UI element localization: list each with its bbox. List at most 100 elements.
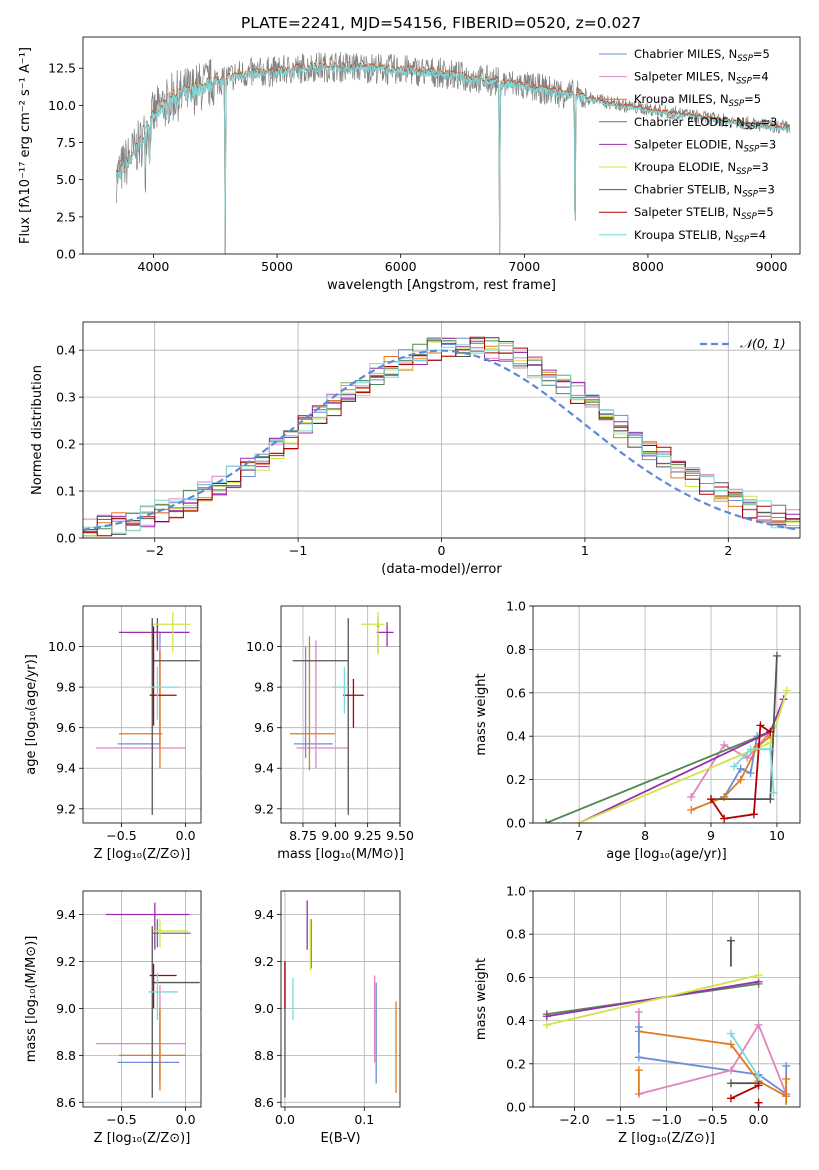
panel-residuals: −2 −1 0 1 2 0.0 0.1 0.2 0.3 0.4 (data-model)/error…: [30, 321, 801, 577]
legend: Chabrier MILES, NSSP=5 Salpeter MILES, NS…: [599, 47, 777, 245]
x-axis-label: age [log₁₀(age/yr)]: [606, 847, 727, 862]
tick-label-x: 4000: [138, 259, 170, 274]
tick-label-x: 9000: [756, 259, 788, 274]
series-kroupa-miles: [687, 732, 775, 814]
tick-label-y: 0.4: [56, 343, 76, 358]
tick-label-y: 9.6: [254, 720, 274, 735]
series-marker: [749, 810, 758, 819]
tick-label-y: 9.2: [56, 954, 76, 969]
point-kroupa-miles: [118, 650, 163, 769]
tick-label-y: 0.0: [56, 247, 76, 262]
legend-label: Kroupa MILES, NSSP=5: [634, 92, 761, 109]
series-marker: [726, 1079, 735, 1088]
axes-frame: [280, 890, 401, 1108]
tick-label-y: 0.6: [506, 970, 526, 985]
tick-label-y: 0.4: [506, 729, 526, 744]
x-axis-label: E(B-V): [320, 1131, 360, 1146]
tick-label-x: −0.5: [697, 1112, 727, 1127]
point-kroupa-elodie: [150, 612, 191, 653]
series-marker: [542, 819, 551, 823]
tick-label-y: 8.8: [254, 1048, 274, 1063]
tick-label-y: 0.3: [56, 390, 76, 405]
x-axis-label: Z [log₁₀(Z/Z⊙)]: [618, 1131, 715, 1146]
series-salpeter-stelib: [707, 721, 775, 823]
series-marker: [743, 753, 752, 762]
tick-label-y: 0.8: [506, 642, 526, 657]
tick-label-y: 1.0: [506, 599, 526, 614]
axes-frame: [532, 605, 801, 824]
series-marker: [754, 1072, 763, 1081]
series-marker: [754, 1081, 763, 1090]
series-marker: [720, 740, 729, 749]
series-kroupa-stelib: [730, 745, 778, 797]
legend-label: 𝒩(0, 1): [740, 336, 786, 351]
series-marker: [766, 795, 775, 804]
point-salpeter-elodie: [106, 902, 190, 950]
tick-label-y: 0.1: [56, 484, 76, 499]
plot-area: [115, 51, 791, 254]
point-salpeter-miles: [296, 640, 349, 769]
marker-point: [634, 1066, 643, 1075]
series-marker: [782, 686, 791, 695]
plot-area: [83, 336, 800, 537]
normal-curve: [83, 349, 798, 531]
series-marker: [766, 745, 775, 754]
series-line: [711, 655, 778, 800]
plot-area: [542, 651, 791, 823]
legend-label: Chabrier STELIB, NSSP=3: [634, 183, 775, 200]
tick-label-y: 7.5: [56, 135, 76, 150]
axes-frame: [82, 890, 202, 1108]
tick-label-x: −1.5: [605, 1112, 635, 1127]
tick-label-y: 0.4: [506, 1013, 526, 1028]
tick-label-y: 0.2: [506, 1056, 526, 1071]
point-salpeter-stelib: [343, 679, 364, 728]
tick-label-x: −1.0: [651, 1112, 681, 1127]
series-marker: [726, 1094, 735, 1103]
plot-area: [290, 612, 394, 815]
point-kroupa-stelib: [149, 666, 180, 720]
x-axis-label: wavelength [Angstrom, rest frame]: [327, 278, 556, 293]
model-spectrum: [115, 62, 791, 254]
tick-label-y: 9.8: [254, 680, 274, 695]
axes-frame: [532, 890, 801, 1108]
series-marker: [736, 775, 745, 784]
plot-area: [542, 936, 791, 1107]
panel-mass-EBV: 0.0 0.1 8.6 8.8 9.0 9.2 9.4 E(B-V): [254, 890, 401, 1146]
tick-label-x: −0.5: [106, 1112, 136, 1127]
marker-point: [754, 1098, 763, 1107]
tick-label-x: 1: [581, 543, 589, 558]
tick-label-x: 0.0: [275, 1112, 295, 1127]
series-chabrier-elodie: [542, 727, 775, 823]
tick-label-y: 0.0: [56, 531, 76, 546]
legend-label: Salpeter STELIB, NSSP=5: [634, 205, 774, 222]
tick-label-y: 9.2: [254, 801, 274, 816]
series-line: [638, 1030, 787, 1097]
point-salpeter-elodie: [376, 622, 394, 647]
series-marker: [754, 1020, 763, 1029]
tick-label-y: 9.2: [56, 801, 76, 816]
x-axis-label: Z [log₁₀(Z/Z⊙)]: [94, 1131, 191, 1146]
tick-label-y: 9.4: [56, 907, 76, 922]
legend-label: Chabrier MILES, NSSP=5: [634, 47, 770, 64]
point-salpeter-stelib: [149, 626, 177, 726]
y-axis-label: Normed distribution: [30, 365, 45, 495]
series-chabrier-stelib: [707, 651, 781, 804]
tick-label-y: 10.0: [48, 98, 76, 113]
tick-label-x: 2: [724, 543, 732, 558]
series-marker: [730, 762, 739, 771]
tick-label-y: 0.2: [506, 772, 526, 787]
panel-massweight-Z: −2.0 −1.5 −1.0 −0.5 0.0 0.0 0.2 0.4 0.6 0.8 1.0 Z […: [474, 884, 801, 1146]
series-line: [545, 731, 771, 823]
series-marker: [542, 1020, 551, 1029]
series-marker: [746, 745, 755, 754]
series-salpeter-elodie: [575, 695, 788, 823]
tick-label-x: 6000: [385, 259, 417, 274]
x-axis-label: (data-model)/error: [381, 562, 502, 577]
tick-label-y: 8.8: [56, 1048, 76, 1063]
series-marker: [687, 792, 696, 801]
tick-label-y: 8.6: [254, 1095, 274, 1110]
legend-label: Salpeter ELODIE, NSSP=3: [634, 137, 776, 154]
series-marker: [772, 651, 781, 660]
series-marker: [707, 795, 715, 804]
